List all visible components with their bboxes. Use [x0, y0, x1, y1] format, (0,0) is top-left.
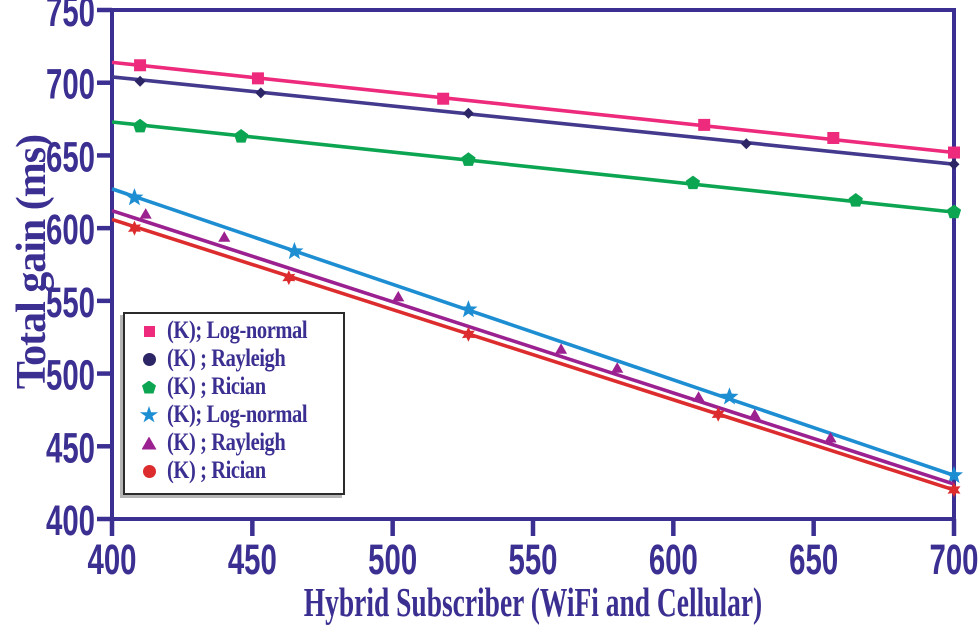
series-2-marker-pentagon — [946, 204, 962, 219]
series-line-3 — [111, 187, 955, 478]
series-4-marker-triangle — [611, 362, 624, 373]
legend-marker-triangle-icon — [141, 436, 157, 450]
series-4-marker-triangle — [692, 391, 705, 402]
y-tick-label: 450 — [46, 424, 95, 472]
y-axis-title: Total gain (ms) — [9, 134, 55, 390]
y-tick-label: 700 — [46, 61, 95, 109]
x-tick-label: 450 — [228, 536, 277, 584]
series-5-marker-star6 — [282, 270, 296, 286]
series-4-marker-triangle — [555, 343, 568, 354]
series-0-marker-square — [827, 131, 840, 144]
legend-label: (K) ; Rayleigh — [167, 345, 286, 372]
series-3-marker-star5 — [945, 465, 963, 484]
series-3-marker-star5 — [720, 387, 739, 405]
series-line-4 — [111, 208, 955, 486]
series-3-marker-star5 — [285, 241, 304, 260]
series-4-marker-triangle — [218, 231, 231, 242]
legend-item: (K); Log-normal — [138, 401, 343, 429]
legend-item: (K) ; Rayleigh — [138, 429, 343, 457]
legend-item: (K) ; Rician — [138, 457, 343, 485]
legend-item: (K) ; Rician — [138, 373, 343, 401]
series-4-marker-triangle — [139, 208, 152, 219]
legend-item: (K); Log-normal — [138, 317, 343, 345]
legend-marker-square-icon — [143, 325, 155, 337]
legend-label: (K); Log-normal — [167, 317, 308, 344]
series-5-marker-star6 — [711, 406, 725, 422]
series-line-1 — [111, 75, 955, 166]
y-tick-label: 750 — [46, 0, 95, 36]
series-0-marker-square — [437, 92, 450, 105]
legend-label: (K) ; Rician — [167, 457, 266, 484]
series-4-marker-triangle — [824, 432, 837, 443]
legend-item: (K) ; Rayleigh — [138, 345, 343, 373]
series-line-5 — [111, 217, 955, 492]
series-3-marker-star5 — [125, 188, 144, 206]
legend-marker-pentagon-icon — [142, 380, 156, 394]
y-tick-label: 400 — [46, 497, 95, 545]
y-tick-label: 500 — [46, 352, 95, 400]
x-tick-label: 550 — [509, 536, 558, 584]
series-3-marker-star5 — [459, 300, 478, 318]
series-1-marker-diamond — [462, 107, 474, 119]
legend-marker-star5-icon — [139, 406, 159, 423]
series-2-marker-pentagon — [234, 129, 249, 143]
series-2-marker-pentagon — [848, 193, 863, 207]
series-0-marker-square — [698, 118, 711, 131]
legend-marker-circle-icon — [142, 464, 156, 478]
series-0-marker-square — [134, 59, 147, 72]
series-0-marker-square — [948, 146, 960, 159]
legend: (K); Log-normal (K) ; Rayleigh (K) ; Ric… — [123, 312, 345, 495]
y-tick-label: 600 — [46, 206, 95, 254]
series-1-marker-diamond — [948, 158, 960, 170]
x-tick-label: 700 — [930, 536, 979, 584]
legend-label: (K) ; Rician — [167, 373, 266, 400]
series-line-2 — [111, 120, 955, 214]
series-5-marker-star6 — [462, 326, 475, 342]
y-tick-label: 650 — [46, 133, 95, 181]
x-tick-label: 500 — [368, 536, 417, 584]
legend-marker-circle-icon — [142, 352, 156, 366]
x-axis-title: Hybrid Subscriber (WiFi and Cellular) — [303, 579, 763, 625]
legend-label: (K); Log-normal — [167, 401, 308, 428]
series-5-marker-star6 — [947, 482, 961, 498]
series-1-marker-diamond — [255, 87, 267, 99]
x-tick-label: 650 — [789, 536, 838, 584]
series-5-marker-star6 — [128, 220, 141, 236]
series-1-marker-diamond — [740, 138, 752, 150]
legend-label: (K) ; Rayleigh — [167, 429, 286, 456]
series-2-marker-pentagon — [461, 152, 476, 166]
series-0-marker-square — [251, 72, 264, 85]
x-tick-label: 600 — [649, 536, 698, 584]
series-2-marker-pentagon — [685, 175, 701, 190]
series-1-marker-diamond — [134, 75, 146, 87]
series-4-marker-triangle — [748, 408, 761, 420]
series-2-marker-pentagon — [132, 118, 148, 133]
y-tick-label: 550 — [46, 279, 95, 327]
series-4-marker-triangle — [392, 290, 405, 302]
x-tick-label: 400 — [88, 536, 137, 584]
